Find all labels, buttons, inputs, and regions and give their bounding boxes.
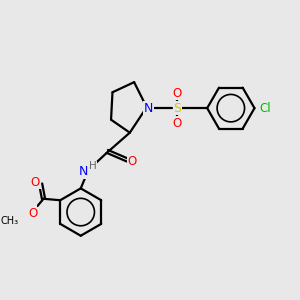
Text: CH₃: CH₃ [1, 216, 19, 226]
Text: O: O [31, 176, 40, 189]
Text: O: O [28, 207, 37, 220]
Text: O: O [128, 155, 137, 168]
Text: Cl: Cl [260, 102, 271, 115]
Text: H: H [89, 161, 97, 172]
Text: O: O [173, 87, 182, 100]
Text: S: S [173, 102, 181, 115]
Text: N: N [79, 165, 88, 178]
Text: N: N [144, 102, 153, 115]
Text: O: O [173, 117, 182, 130]
